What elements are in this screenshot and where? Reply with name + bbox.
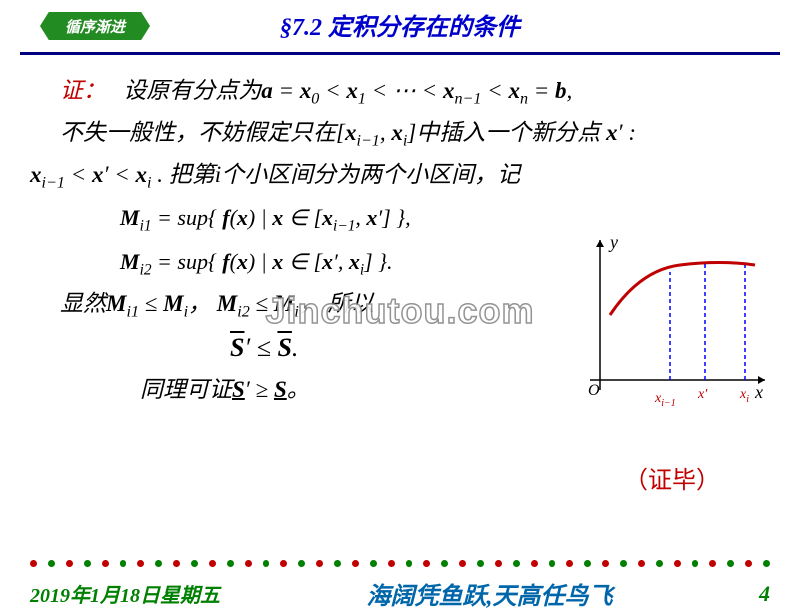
svg-text:y: y	[608, 232, 618, 252]
svg-text:xi−1: xi−1	[654, 391, 676, 409]
page-title: §7.2 定积分存在的条件	[280, 7, 520, 42]
proof-line-2: 不失一般性，不妨假定只在[xi−1, xi]中插入一个新分点 x′ :	[60, 113, 770, 155]
svg-text:O: O	[588, 382, 600, 399]
proof-line-1: 证： 设原有分点为a = x0 < x1 < ⋯ < xn−1 < xn = b…	[60, 71, 770, 113]
footer-date: 2019年1月18日星期五	[30, 579, 220, 608]
watermark: Jinchutou.com	[265, 290, 534, 332]
graph: O x y xi−1 x′ xi	[570, 230, 770, 420]
dot-divider	[30, 560, 770, 572]
qed-label: （证毕）	[624, 460, 720, 495]
proof-line-3: xi−1 < x′ < xi . 把第i个小区间分为两个小区间，记	[30, 155, 770, 197]
svg-text:xi: xi	[739, 387, 749, 405]
footer: 2019年1月18日星期五 海阔凭鱼跃,天高任鸟飞 4	[0, 560, 800, 600]
footer-motto: 海阔凭鱼跃,天高任鸟飞	[220, 576, 759, 611]
proof-label: 证：	[60, 78, 106, 103]
svg-text:x′: x′	[697, 387, 708, 402]
svg-text:x: x	[754, 382, 763, 402]
header: 循序渐进 §7.2 定积分存在的条件	[0, 0, 800, 48]
badge-text: 循序渐进	[40, 12, 150, 40]
page-number: 4	[759, 581, 770, 607]
badge: 循序渐进	[40, 12, 150, 40]
